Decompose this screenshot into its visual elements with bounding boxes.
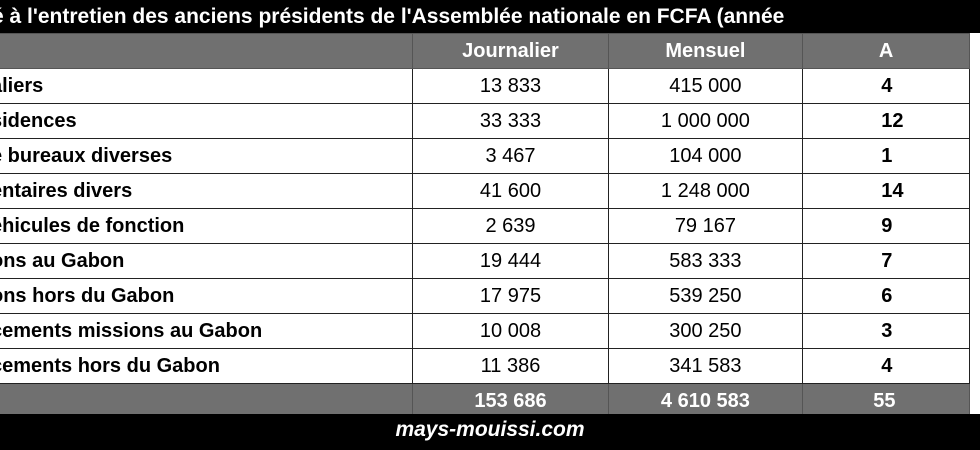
- header-mensuel: Mensuel: [607, 33, 804, 69]
- table-row: cements hors du Gabon 11 386 341 583 4: [0, 348, 970, 384]
- table-row: e bureaux diverses 3 467 104 000 1: [0, 138, 970, 174]
- row-label: ons hors du Gabon: [0, 278, 414, 314]
- row-label: cements hors du Gabon: [0, 348, 414, 384]
- row-journalier: 19 444: [412, 243, 609, 279]
- row-mensuel: 79 167: [607, 208, 804, 244]
- row-journalier: 10 008: [412, 313, 609, 349]
- row-label: éhicules de fonction: [0, 208, 414, 244]
- row-annuel: 4: [802, 68, 970, 104]
- row-label: ons au Gabon: [0, 243, 414, 279]
- table-title-bar: é à l'entretien des anciens présidents d…: [0, 0, 980, 33]
- total-row: 153 686 4 610 583 55: [0, 383, 970, 419]
- row-journalier: 3 467: [412, 138, 609, 174]
- row-journalier: 41 600: [412, 173, 609, 209]
- row-journalier: 33 333: [412, 103, 609, 139]
- row-mensuel: 539 250: [607, 278, 804, 314]
- row-annuel: 3: [802, 313, 970, 349]
- total-journalier: 153 686: [412, 383, 609, 419]
- row-label: e bureaux diverses: [0, 138, 414, 174]
- table-row: entaires divers 41 600 1 248 000 14: [0, 173, 970, 209]
- table-row: éhicules de fonction 2 639 79 167 9: [0, 208, 970, 244]
- table-row: cements missions au Gabon 10 008 300 250 3: [0, 313, 970, 349]
- footer-bar: mays-mouissi.com: [0, 414, 980, 450]
- header-annuel: A: [802, 33, 970, 69]
- row-journalier: 11 386: [412, 348, 609, 384]
- row-journalier: 13 833: [412, 68, 609, 104]
- row-annuel: 4: [802, 348, 970, 384]
- row-journalier: 17 975: [412, 278, 609, 314]
- row-annuel: 9: [802, 208, 970, 244]
- table-row: ons hors du Gabon 17 975 539 250 6: [0, 278, 970, 314]
- row-label: cements missions au Gabon: [0, 313, 414, 349]
- row-journalier: 2 639: [412, 208, 609, 244]
- header-row: Journalier Mensuel A: [0, 33, 970, 69]
- footer-credit: mays-mouissi.com: [395, 418, 585, 441]
- table-title: é à l'entretien des anciens présidents d…: [0, 5, 785, 28]
- row-annuel: 1: [802, 138, 970, 174]
- row-label: entaires divers: [0, 173, 414, 209]
- row-label: sidences: [0, 103, 414, 139]
- row-annuel: 7: [802, 243, 970, 279]
- row-mensuel: 1 248 000: [607, 173, 804, 209]
- row-label: aliers: [0, 68, 414, 104]
- total-mensuel: 4 610 583: [607, 383, 804, 419]
- row-mensuel: 300 250: [607, 313, 804, 349]
- row-annuel: 14: [802, 173, 970, 209]
- header-label: [0, 33, 414, 69]
- row-mensuel: 583 333: [607, 243, 804, 279]
- row-mensuel: 104 000: [607, 138, 804, 174]
- table-row: ons au Gabon 19 444 583 333 7: [0, 243, 970, 279]
- row-mensuel: 341 583: [607, 348, 804, 384]
- header-journalier: Journalier: [412, 33, 609, 69]
- row-annuel: 6: [802, 278, 970, 314]
- row-mensuel: 1 000 000: [607, 103, 804, 139]
- row-annuel: 12: [802, 103, 970, 139]
- total-label: [0, 383, 414, 419]
- row-mensuel: 415 000: [607, 68, 804, 104]
